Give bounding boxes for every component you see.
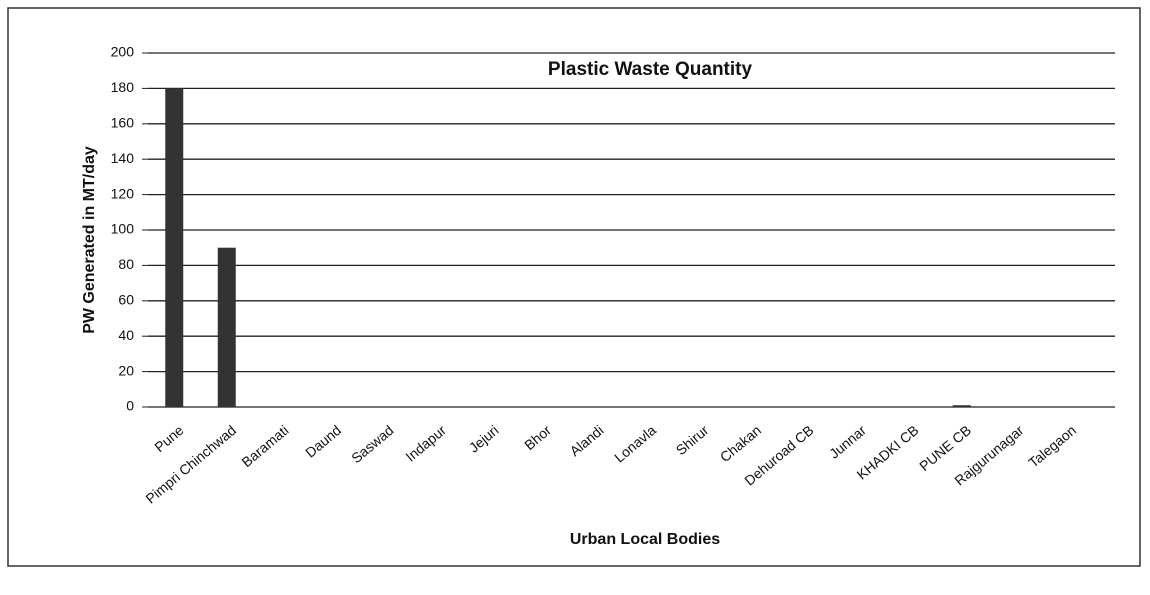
x-tick-label: Saswad bbox=[348, 422, 396, 466]
y-tick-label: 140 bbox=[111, 150, 135, 166]
x-tick-label: Pune bbox=[151, 422, 186, 455]
y-tick-label: 80 bbox=[118, 256, 134, 272]
x-tick-label: Jejuri bbox=[466, 422, 502, 456]
y-tick-label: 0 bbox=[126, 398, 134, 414]
x-tick-label: Junnar bbox=[826, 422, 869, 462]
y-tick-label: 160 bbox=[111, 115, 135, 131]
y-tick-label: 120 bbox=[111, 185, 135, 201]
y-tick-label: 180 bbox=[111, 79, 135, 95]
x-tick-label: Chakan bbox=[717, 422, 764, 465]
y-tick-label: 20 bbox=[118, 362, 134, 378]
chart-frame bbox=[7, 7, 1141, 567]
bar bbox=[952, 405, 971, 407]
y-tick-label: 40 bbox=[118, 327, 134, 343]
x-tick-label: Alandi bbox=[566, 422, 606, 459]
x-tick-label: Pimpri Chinchwad bbox=[142, 422, 239, 507]
x-tick-label: Shirur bbox=[673, 422, 712, 458]
x-axis-title: Urban Local Bodies bbox=[570, 531, 720, 548]
x-tick-label: Lonavla bbox=[611, 422, 659, 466]
x-tick-label: Daund bbox=[302, 422, 344, 461]
x-tick-label: Talegaon bbox=[1025, 422, 1079, 471]
x-tick-label: Baramati bbox=[238, 422, 291, 470]
y-axis-title: PW Generated in MT/day bbox=[81, 146, 98, 334]
y-tick-label: 100 bbox=[111, 221, 135, 237]
chart-title: Plastic Waste Quantity bbox=[548, 59, 753, 80]
x-tick-label: Bhor bbox=[521, 422, 554, 453]
bar bbox=[217, 247, 236, 407]
y-tick-label: 60 bbox=[118, 292, 134, 308]
x-tick-label: Indapur bbox=[402, 422, 449, 465]
bar bbox=[165, 88, 184, 408]
y-tick-label: 200 bbox=[111, 44, 135, 60]
